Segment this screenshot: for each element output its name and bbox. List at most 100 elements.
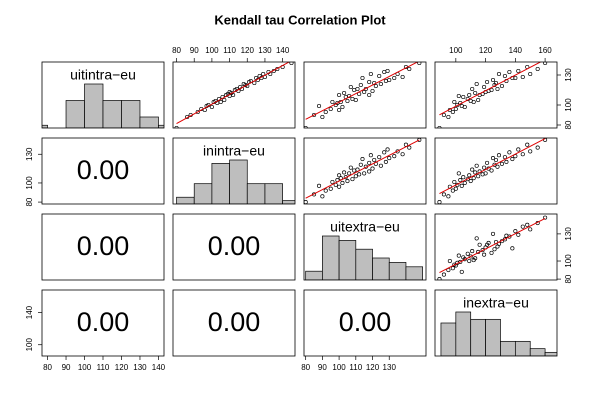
y-tick-label: 80 bbox=[25, 197, 34, 206]
scatter-point bbox=[485, 160, 490, 165]
scatter-point bbox=[453, 106, 458, 112]
scatter-point bbox=[367, 92, 372, 98]
scatter-point bbox=[348, 165, 353, 170]
scatter-point bbox=[502, 155, 507, 160]
panel-frame bbox=[41, 137, 165, 205]
scatter-point bbox=[367, 169, 372, 174]
scatter-point bbox=[417, 62, 422, 66]
scatter-point bbox=[340, 180, 345, 186]
histogram-bar bbox=[338, 240, 357, 280]
panel-frame bbox=[303, 289, 427, 357]
scatter-point bbox=[476, 97, 481, 103]
scatter-point bbox=[362, 171, 367, 176]
scatter-point bbox=[407, 145, 412, 150]
scatter-point bbox=[495, 164, 500, 169]
scatter-point bbox=[320, 194, 325, 199]
histogram-bar bbox=[544, 351, 557, 356]
x-tick-label: 80 bbox=[301, 363, 310, 372]
scatter-point bbox=[452, 262, 457, 267]
histogram-bar bbox=[139, 116, 159, 128]
scatter-point bbox=[328, 106, 333, 112]
scatter-point bbox=[485, 242, 490, 247]
scatter-point bbox=[535, 66, 540, 72]
scatter-point bbox=[378, 163, 383, 168]
scatter-point bbox=[458, 259, 463, 264]
x-tick-label: 100 bbox=[449, 46, 463, 55]
histogram-bar bbox=[42, 124, 48, 128]
x-tick-label: 130 bbox=[383, 363, 397, 372]
scatter-point bbox=[507, 69, 512, 75]
fit-line bbox=[439, 62, 542, 116]
x-tick-label: 130 bbox=[258, 46, 272, 55]
scatter-point bbox=[367, 160, 372, 165]
scatter-point bbox=[490, 156, 496, 161]
x-tick-label: 120 bbox=[479, 46, 493, 55]
scatter-point bbox=[473, 256, 478, 261]
scatter-point bbox=[358, 82, 363, 88]
scatter-point bbox=[482, 252, 487, 257]
panel bbox=[437, 138, 548, 204]
histogram-bar bbox=[405, 266, 424, 280]
scatter-point bbox=[496, 71, 502, 77]
scatter-point bbox=[470, 86, 475, 92]
histogram-bar bbox=[211, 163, 230, 204]
y-tick-label: 130 bbox=[564, 227, 573, 241]
scatter-point bbox=[507, 150, 512, 155]
scatter-point bbox=[482, 84, 487, 90]
scatter-point bbox=[520, 74, 525, 80]
panel bbox=[304, 62, 422, 128]
histogram-bar bbox=[246, 183, 266, 204]
scatter-point bbox=[320, 114, 325, 120]
panel bbox=[305, 235, 424, 280]
scatter-point bbox=[462, 180, 467, 186]
histogram-bar bbox=[485, 318, 501, 356]
scatter-point bbox=[471, 176, 476, 181]
x-tick-label: 80 bbox=[43, 363, 52, 372]
scatter-point bbox=[368, 71, 373, 77]
scatter-point bbox=[358, 162, 363, 167]
scatter-point bbox=[385, 68, 390, 74]
histogram-bar bbox=[470, 318, 486, 356]
scatter-point bbox=[489, 250, 494, 255]
scatter-point bbox=[513, 229, 518, 234]
scatter-point bbox=[450, 266, 455, 271]
scatter-point bbox=[528, 71, 533, 77]
scatter-point bbox=[450, 188, 455, 193]
scatter-point bbox=[378, 81, 383, 87]
scatter-point bbox=[471, 99, 476, 105]
histogram-bar bbox=[372, 257, 390, 280]
scatter-point bbox=[357, 172, 362, 177]
scatter-point bbox=[370, 166, 375, 171]
x-tick-label: 130 bbox=[133, 363, 147, 372]
scatter-point bbox=[504, 159, 509, 164]
scatter-point bbox=[467, 258, 472, 264]
scatter-point bbox=[543, 62, 548, 66]
scatter-point bbox=[480, 248, 485, 253]
scatter-point bbox=[462, 104, 467, 110]
y-tick-label: 100 bbox=[25, 176, 34, 190]
scatter-point bbox=[470, 167, 475, 172]
scatter-point bbox=[467, 173, 472, 178]
panel bbox=[437, 62, 548, 128]
x-tick-label: 140 bbox=[509, 46, 523, 55]
scatter-point bbox=[447, 258, 452, 264]
scatter-point bbox=[209, 104, 214, 110]
scatter-point bbox=[392, 75, 397, 81]
scatter-point bbox=[459, 269, 464, 274]
panel-frame bbox=[303, 137, 427, 205]
panel-frame bbox=[172, 61, 296, 129]
scatter-point bbox=[492, 247, 497, 252]
correlation-value: 0.00 bbox=[77, 231, 130, 261]
scatter-point bbox=[476, 174, 481, 179]
y-tick-label: 100 bbox=[564, 98, 573, 112]
correlation-value: 0.00 bbox=[208, 231, 261, 261]
x-tick-label: 100 bbox=[332, 363, 346, 372]
panel-frame bbox=[172, 289, 296, 357]
scatter-point bbox=[456, 171, 461, 176]
scatter-point bbox=[337, 107, 342, 113]
scatter-point bbox=[483, 171, 488, 176]
scatter-point bbox=[452, 179, 457, 185]
scatter-point bbox=[367, 79, 372, 85]
histogram-bar bbox=[305, 270, 323, 280]
